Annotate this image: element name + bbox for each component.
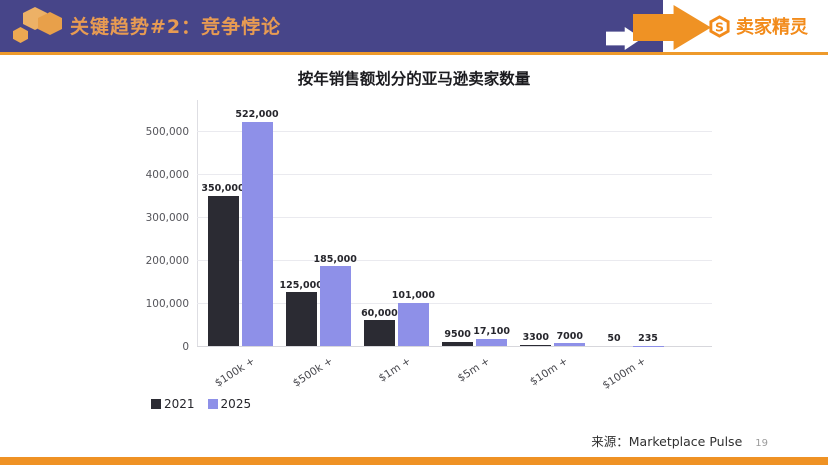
bar-wrap: 60,000: [361, 307, 398, 346]
gridline: [197, 303, 712, 304]
legend-item-2025: 2025: [207, 397, 252, 411]
hexagon-logo-icon: [38, 12, 62, 35]
bar-value-label: 101,000: [391, 290, 436, 302]
bar-value-label: 3300: [522, 332, 550, 344]
bar-wrap: 125,000: [280, 281, 323, 346]
bar-2021: [442, 341, 474, 346]
y-tick-label: 300,000: [145, 211, 189, 224]
bar-value-label: 185,000: [313, 253, 357, 265]
legend-swatch: [151, 399, 161, 409]
bar-value-label: 50: [607, 333, 621, 345]
chart-legend: 2021 2025: [151, 397, 251, 411]
brand-logo: S 卖家精灵: [708, 13, 808, 39]
bar-wrap: 350,000: [201, 184, 245, 346]
y-tick-label: 0: [182, 340, 189, 353]
source-attribution: 来源：Marketplace Pulse: [591, 434, 743, 449]
header-bar: 关键趋势#2：竞争悖论: [0, 0, 663, 52]
bar-wrap: 522,000: [235, 110, 279, 346]
bar-2025: [241, 121, 273, 346]
bar-group: 3300 7000: [520, 330, 586, 346]
legend-label: 2021: [164, 397, 195, 411]
gridline: [197, 217, 712, 218]
bar-value-label: 522,000: [235, 109, 279, 121]
bar-group: 50 235: [598, 333, 664, 346]
x-tick-label: $5m +: [455, 355, 492, 385]
x-tick-label: $100m +: [600, 355, 649, 392]
gridline: [197, 346, 712, 347]
bar-wrap: 101,000: [392, 291, 435, 346]
legend-swatch: [207, 399, 218, 409]
bar-2021: [363, 320, 395, 346]
bar-value-label: 350,000: [201, 183, 245, 194]
gridline: [197, 174, 712, 175]
bar-2025: [476, 338, 508, 346]
x-tick-label: $500k +: [291, 355, 336, 390]
sellersprite-hexagon-s-icon: S: [708, 14, 731, 38]
footer-accent-bar: [0, 457, 828, 465]
plot-area: 0 100,000 200,000 300,000 400,000 500,000 350,…: [146, 100, 712, 392]
y-tick-label: 100,000: [145, 297, 189, 310]
bar-2021: [207, 195, 239, 346]
brand-name: 卖家精灵: [736, 17, 808, 38]
bar-value-label: 7000: [556, 330, 584, 342]
bar-value-label: 235: [638, 333, 658, 345]
bar-group: 350,000 522,000: [201, 110, 279, 346]
bar-wrap: 9500: [442, 329, 474, 346]
header-accent-line: [0, 52, 828, 55]
bar-group: 125,000 185,000: [280, 255, 357, 346]
bar-wrap: 3300: [520, 332, 552, 346]
page-number: 19: [755, 438, 768, 449]
slide-title: 关键趋势#2：竞争悖论: [70, 16, 282, 38]
bar-value-label: 9500: [444, 329, 471, 341]
y-tick-label: 500,000: [145, 125, 189, 138]
bar-group: 60,000 101,000: [361, 291, 435, 346]
gridline: [197, 131, 712, 132]
bar-wrap: 50: [598, 333, 630, 346]
legend-label: 2025: [220, 397, 252, 411]
bar-wrap: 17,100: [473, 326, 510, 346]
y-tick-label: 200,000: [145, 254, 189, 267]
bar-value-label: 125,000: [279, 279, 323, 291]
x-tick-label: $1m +: [377, 355, 414, 385]
bar-2025: [319, 266, 351, 346]
bar-value-label: 60,000: [361, 307, 398, 319]
bar-2021: [285, 292, 317, 346]
chart-title: 按年销售额划分的亚马逊卖家数量: [297, 70, 531, 88]
footer: 来源：Marketplace Pulse 19: [591, 431, 768, 450]
bar-2025: [554, 343, 586, 346]
y-tick-label: 400,000: [145, 168, 189, 181]
gridline: [197, 260, 712, 261]
bar-wrap: 235: [632, 333, 664, 346]
bar-wrap: 185,000: [314, 255, 357, 346]
bar-wrap: 7000: [554, 330, 586, 346]
bar-2025: [397, 302, 429, 346]
bar-2021: [520, 344, 552, 346]
y-axis-line: [197, 100, 198, 347]
hexagon-logo-icon: [13, 27, 28, 43]
legend-item-2021: 2021: [151, 397, 195, 411]
bar-group: 9500 17,100: [442, 326, 510, 346]
bar-value-label: 17,100: [473, 326, 510, 338]
svg-text:S: S: [715, 19, 724, 34]
x-tick-label: $10m +: [527, 355, 570, 389]
